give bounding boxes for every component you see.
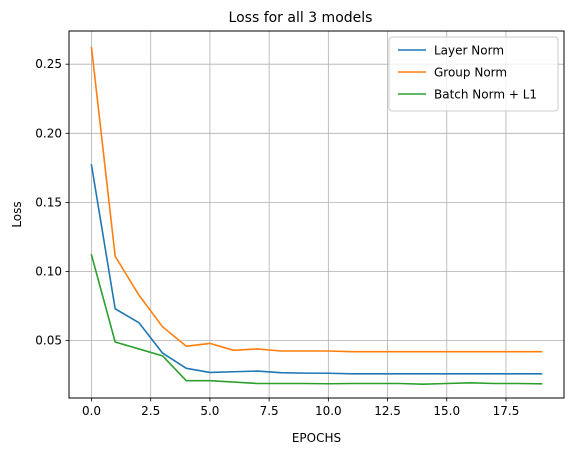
legend-box: [388, 36, 559, 112]
series-line-layer-norm: [90, 164, 543, 375]
chart-title: Loss for all 3 models: [229, 10, 373, 26]
legend-label: Layer Norm: [434, 44, 504, 58]
x-tick-label: 17.5: [493, 404, 520, 418]
x-tick-label: 7.5: [260, 404, 279, 418]
series-lines: [90, 46, 543, 385]
y-tick-label: 0.10: [35, 265, 62, 279]
axes-frame: [68, 30, 565, 399]
legend-label: Batch Norm + L1: [434, 88, 537, 102]
x-axis-label: EPOCHS: [292, 431, 341, 445]
y-tick-label: 0.20: [35, 126, 62, 140]
x-tick-label: 5.0: [200, 404, 219, 418]
y-axis-label: Loss: [10, 201, 24, 227]
x-tick-label: 12.5: [374, 404, 401, 418]
legend-label: Group Norm: [434, 66, 507, 80]
series-line-batch-norm-l1: [90, 253, 543, 385]
y-tick-label: 0.15: [35, 195, 62, 209]
legend: Layer Norm Group Norm Batch Norm + L1: [388, 36, 559, 112]
x-tick-label: 0.0: [82, 404, 101, 418]
x-tick-label: 10.0: [315, 404, 342, 418]
x-tick-label: 2.5: [141, 404, 160, 418]
x-axis-ticks: 0.0 2.5 5.0 7.5 10.0 12.5 15.0 17.5: [82, 398, 519, 418]
y-tick-label: 0.05: [35, 334, 62, 348]
y-tick-label: 0.25: [35, 57, 62, 71]
y-axis-ticks: 0.05 0.10 0.15 0.20 0.25: [35, 57, 69, 348]
series-line-group-norm: [90, 46, 543, 353]
x-tick-label: 15.0: [433, 404, 460, 418]
